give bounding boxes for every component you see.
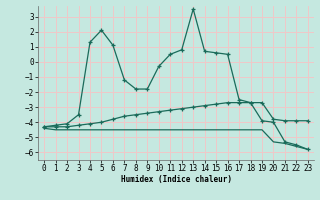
X-axis label: Humidex (Indice chaleur): Humidex (Indice chaleur)	[121, 175, 231, 184]
